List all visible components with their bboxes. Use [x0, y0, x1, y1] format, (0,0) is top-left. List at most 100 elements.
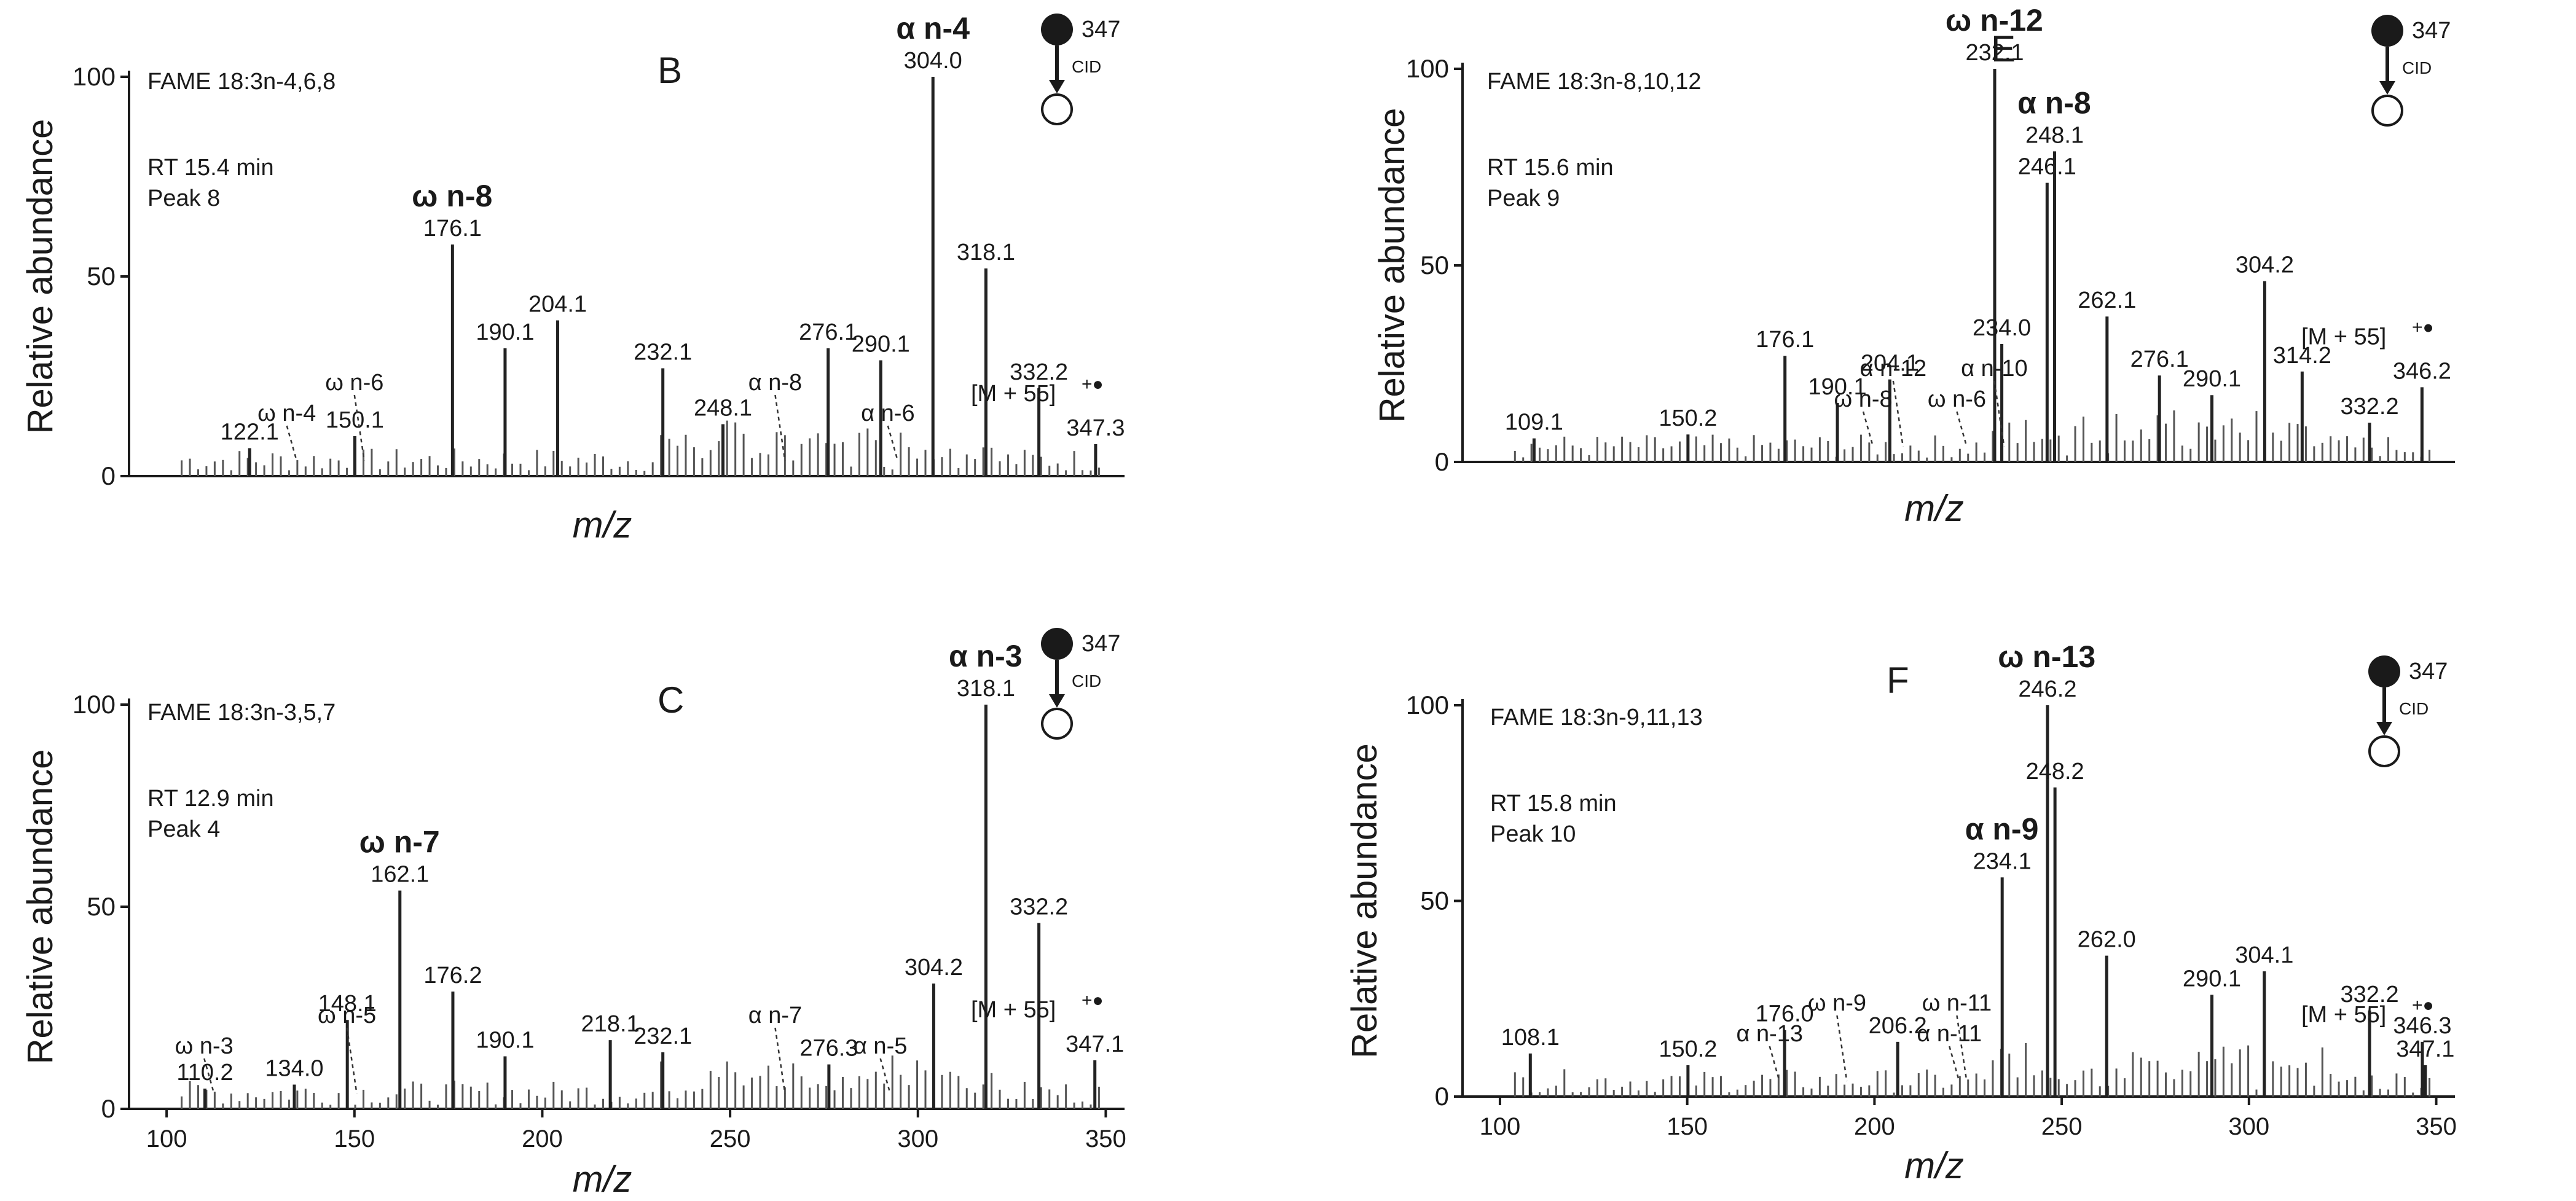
- peak-number: Peak 9: [1487, 186, 1560, 211]
- peak-label: 318.1: [957, 676, 1015, 702]
- y-tick-label: 100: [1406, 54, 1449, 83]
- peak-label: 232.1: [634, 1023, 692, 1049]
- fragment-annotation: α n-7: [748, 1003, 802, 1028]
- annotation-leader: [887, 425, 899, 461]
- peak-label: 248.2: [2026, 759, 2084, 784]
- peak-label: 234.1: [1973, 848, 2032, 874]
- peak-label: 248.1: [2025, 122, 2084, 148]
- compound-name: FAME 18:3n-9,11,13: [1490, 705, 1703, 730]
- activation-label: CID: [1072, 671, 1101, 690]
- molecular-ion-charge: +●: [2412, 317, 2434, 337]
- molecular-ion-charge: +●: [1082, 374, 1104, 394]
- retention-time: RT 12.9 min: [147, 786, 274, 812]
- panel-letter: B: [658, 50, 682, 91]
- peak-label: 176.0: [1756, 1001, 1814, 1027]
- fragment-annotation: ω n-5: [318, 1003, 376, 1028]
- peak-label: 108.1: [1501, 1025, 1560, 1050]
- fragment-annotation: α n-9: [1965, 812, 2039, 846]
- peak-label: 176.1: [423, 216, 482, 241]
- x-tick-label: 300: [2228, 1113, 2269, 1140]
- annotation-leader: [774, 1027, 786, 1094]
- peak-label: 190.1: [476, 319, 534, 345]
- peak-number: Peak 4: [147, 816, 220, 842]
- peak-label: 290.1: [2183, 966, 2241, 992]
- precursor-mz: 347: [1082, 17, 1120, 42]
- peak-label: 248.1: [694, 396, 752, 421]
- y-tick-label: 0: [1435, 447, 1449, 476]
- product-ion-icon: [2371, 95, 2403, 127]
- fragment-annotation: α n-11: [1917, 1021, 1982, 1047]
- y-tick-label: 100: [1406, 690, 1449, 719]
- precursor-ion-icon: [1041, 14, 1073, 45]
- y-tick-label: 50: [87, 262, 116, 291]
- y-tick-label: 50: [1420, 251, 1449, 280]
- precursor-mz: 347: [2409, 659, 2448, 684]
- fragment-annotation: α n-4: [896, 11, 970, 45]
- fragment-annotation: ω n-6: [325, 370, 383, 396]
- cid-arrowhead-icon: [2376, 722, 2392, 735]
- x-tick-label: 250: [710, 1125, 751, 1152]
- peak-label: 190.1: [1808, 374, 1866, 400]
- annotation-leader: [879, 1058, 891, 1094]
- peak-label: 314.2: [2273, 343, 2331, 369]
- x-tick-label: 100: [1480, 1113, 1521, 1140]
- cid-arrowhead-icon: [1049, 80, 1065, 93]
- peak-label: 290.1: [2183, 366, 2241, 392]
- panel-c: 0 50 100 100 150 200 250 300 350 Relative abundan…: [20, 628, 1126, 1200]
- retention-time: RT 15.8 min: [1490, 791, 1617, 816]
- x-tick-label: 350: [2416, 1113, 2457, 1140]
- precursor-mz: 347: [2412, 18, 2451, 44]
- fragment-annotation: ω n-11: [1922, 990, 1992, 1016]
- peak-label: 148.1: [318, 991, 377, 1017]
- fragment-annotation: ω n-7: [359, 825, 440, 859]
- molecular-ion-label: [M + 55]: [2301, 324, 2386, 350]
- peak-label: 276.1: [2130, 346, 2189, 372]
- fragment-annotation: ω n-9: [1808, 990, 1866, 1016]
- y-tick-label: 0: [101, 461, 116, 490]
- peak-label: 346.3: [2393, 1013, 2451, 1039]
- y-tick-label: 0: [1435, 1082, 1449, 1111]
- x-tick-label: 250: [2041, 1113, 2083, 1140]
- y-axis-label: Relative abundance: [1345, 743, 1384, 1058]
- fragment-annotation: ω n-4: [257, 401, 316, 426]
- x-axis-label: m/z: [1904, 1145, 1964, 1186]
- molecular-ion-label: [M + 55]: [2301, 1002, 2386, 1028]
- annotation-leader: [1892, 380, 1904, 447]
- x-tick-label: 200: [522, 1125, 563, 1152]
- peak-label: 190.1: [476, 1027, 534, 1053]
- fragment-annotation: α n-10: [1961, 356, 2028, 381]
- peak-label: 176.2: [423, 963, 482, 988]
- peak-label: 232.1: [634, 340, 692, 366]
- noise-peaks: [181, 1055, 1100, 1109]
- peak-label: 218.1: [581, 1011, 640, 1037]
- x-tick-label: 350: [1085, 1125, 1126, 1152]
- peak-label: 134.0: [265, 1056, 323, 1082]
- panel-b: 0 50 100 Relative abundance m/z 122.1 150.1 176…: [20, 11, 1125, 546]
- activation-label: CID: [2399, 699, 2429, 718]
- x-axis-label: m/z: [573, 504, 632, 546]
- peak-label: 232.1: [1965, 40, 2024, 66]
- retention-time: RT 15.4 min: [147, 155, 274, 181]
- fragment-annotation: ω n-13: [1998, 640, 2095, 674]
- x-tick-label: 100: [146, 1125, 187, 1152]
- peak-label: 304.2: [2236, 252, 2294, 278]
- peak-label: 347.1: [1066, 1031, 1124, 1057]
- peak-label: 234.0: [1973, 315, 2031, 341]
- annotation-leader: [1949, 1046, 1960, 1082]
- y-axis-label: Relative abundance: [20, 119, 60, 434]
- peak-label: 246.1: [2018, 154, 2076, 180]
- peak-number: Peak 10: [1490, 821, 1576, 847]
- cid-arrowhead-icon: [2379, 81, 2395, 95]
- peak-label: 150.2: [1659, 405, 1717, 431]
- peak-label: 332.2: [2341, 982, 2399, 1007]
- activation-label: CID: [2402, 58, 2432, 77]
- panel-e: 0 50 100 Relative abundance m/z 109.1 150.2 176…: [1372, 3, 2455, 529]
- activation-label: CID: [1072, 57, 1101, 76]
- peak-label: 206.2: [1869, 1013, 1927, 1039]
- annotation-leader: [286, 425, 297, 461]
- peak-label: 347.1: [2396, 1036, 2454, 1062]
- molecular-ion-label: [M + 55]: [971, 381, 1056, 407]
- x-tick-label: 200: [1854, 1113, 1895, 1140]
- fragment-annotation: α n-3: [949, 639, 1023, 673]
